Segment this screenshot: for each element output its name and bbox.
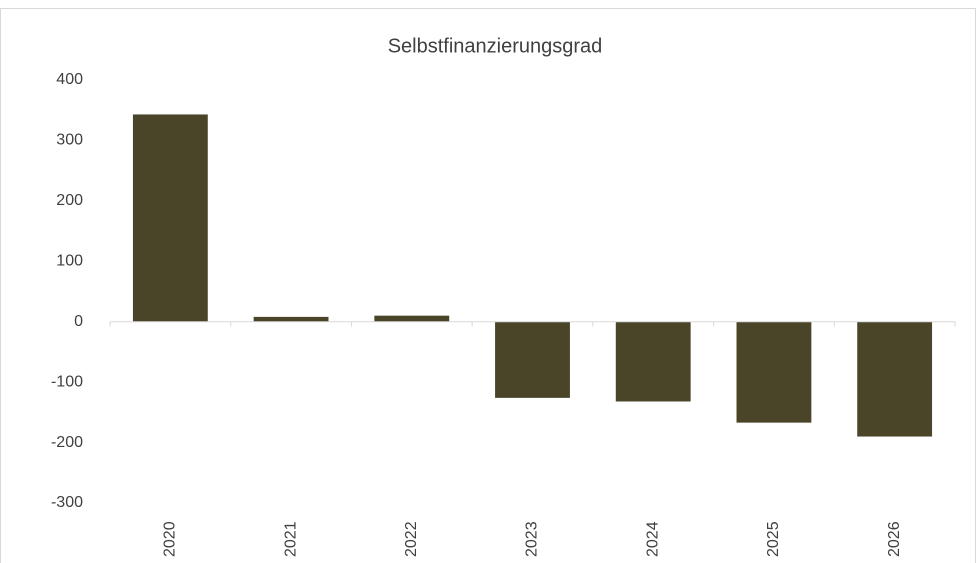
bar bbox=[374, 315, 450, 322]
y-tick-label: -100 bbox=[51, 373, 83, 390]
x-tick-label: 2025 bbox=[765, 521, 782, 557]
chart-title: Selbstfinanzierungsgrad bbox=[388, 35, 603, 57]
bar bbox=[736, 321, 812, 423]
bar bbox=[615, 321, 691, 402]
y-tick-label: -300 bbox=[51, 494, 83, 511]
y-tick-label: 0 bbox=[74, 313, 83, 330]
x-tick-label: 2020 bbox=[162, 521, 179, 557]
x-tick-label: 2024 bbox=[644, 521, 661, 557]
x-tick-label: 2026 bbox=[886, 521, 903, 557]
x-tick-label: 2023 bbox=[524, 521, 541, 557]
y-tick-label: 300 bbox=[56, 132, 83, 149]
x-tick-label: 2022 bbox=[403, 521, 420, 557]
bar bbox=[857, 321, 933, 437]
bar bbox=[495, 321, 570, 398]
y-tick-label: -200 bbox=[51, 434, 83, 451]
y-tick-label: 400 bbox=[56, 71, 83, 88]
bar bbox=[132, 114, 208, 322]
bar bbox=[253, 316, 329, 322]
y-tick-label: 100 bbox=[56, 253, 83, 270]
y-tick-label: 200 bbox=[56, 192, 83, 209]
x-tick-label: 2021 bbox=[282, 521, 299, 557]
